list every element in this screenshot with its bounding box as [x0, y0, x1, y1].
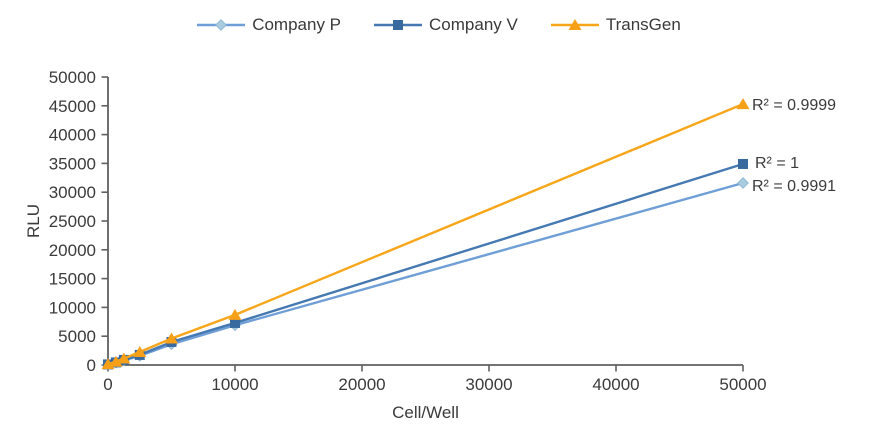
y-tick-label: 50000 — [49, 68, 96, 87]
data-point-marker-triangle — [117, 352, 131, 364]
series-company-p: R² = 0.9991 — [102, 177, 836, 371]
x-tick-label: 30000 — [465, 375, 512, 394]
series-line-transgen — [106, 102, 745, 366]
series-line-company-p — [106, 181, 745, 366]
x-tick-label: 20000 — [338, 375, 385, 394]
y-tick-label: 20000 — [49, 241, 96, 260]
data-point-marker-triangle — [736, 98, 750, 110]
chart-legend: Company P Company V TransGen — [0, 13, 877, 37]
legend-item-company-v: Company V — [373, 15, 518, 35]
y-tick-label: 35000 — [49, 154, 96, 173]
data-point-marker-triangle — [165, 332, 178, 344]
y-tick-label: 30000 — [49, 183, 96, 202]
r2-annotation-company-p: R² = 0.9991 — [752, 178, 836, 195]
series-company-v: R² = 1 — [103, 155, 799, 370]
y-tick-label: 45000 — [49, 97, 96, 116]
y-tick-label: 5000 — [58, 327, 96, 346]
y-tick-label: 10000 — [49, 298, 96, 317]
data-point-marker-triangle — [109, 355, 123, 367]
data-point-marker-square — [230, 317, 240, 328]
y-tick-label: 0 — [87, 356, 96, 375]
data-point-marker-square — [393, 20, 404, 30]
legend-label-transgen: TransGen — [605, 15, 681, 34]
legend-swatch-triangle-icon — [550, 19, 599, 30]
legend-item-transgen: TransGen — [550, 15, 681, 35]
data-point-marker-square — [738, 158, 748, 169]
legend-item-company-p: Company P — [196, 15, 341, 35]
y-tick-label: 40000 — [49, 126, 96, 145]
data-point-marker-diamond — [215, 19, 228, 31]
y-axis-title: RLU — [24, 204, 43, 239]
x-axis-title: Cell/Well — [392, 403, 459, 422]
y-tick-label: 15000 — [49, 270, 96, 289]
x-tick-label: 10000 — [211, 375, 258, 394]
legend-swatch-square-icon — [374, 20, 423, 30]
x-tick-label: 0 — [103, 375, 112, 394]
data-point-marker-triangle — [228, 308, 242, 320]
x-tick-label: 40000 — [592, 375, 639, 394]
data-point-marker-diamond — [737, 177, 749, 189]
r2-annotation-transgen: R² = 0.9999 — [752, 97, 836, 114]
legend-swatch-diamond-icon — [197, 19, 246, 31]
data-point-marker-triangle — [568, 19, 582, 30]
y-tick-label: 25000 — [49, 212, 96, 231]
series-transgen: R² = 0.9999 — [101, 97, 836, 370]
x-tick-label: 50000 — [719, 375, 766, 394]
r2-annotation-company-v: R² = 1 — [755, 155, 799, 172]
data-point-marker-triangle — [133, 346, 147, 358]
legend-label-company-p: Company P — [252, 15, 342, 34]
legend-label-company-v: Company V — [429, 15, 518, 34]
